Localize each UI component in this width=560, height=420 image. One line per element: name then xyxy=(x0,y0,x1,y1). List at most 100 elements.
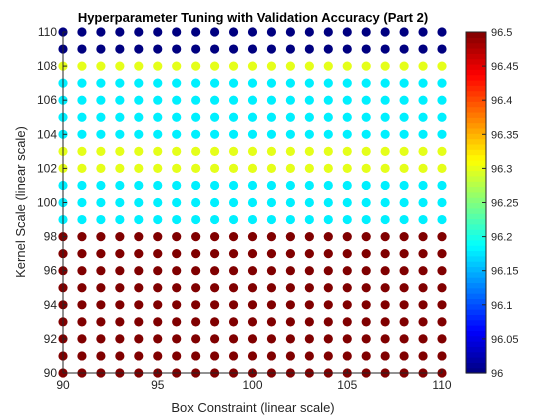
data-point xyxy=(418,146,428,156)
data-point xyxy=(228,197,239,208)
colorbar-segment xyxy=(466,218,486,225)
data-point xyxy=(437,214,447,225)
data-point xyxy=(96,78,106,88)
data-point xyxy=(342,180,352,191)
data-point xyxy=(191,129,201,139)
data-point xyxy=(172,146,182,156)
data-point xyxy=(77,232,87,242)
colorbar-segment xyxy=(466,362,486,369)
data-point xyxy=(380,197,390,208)
x-tick-label: 110 xyxy=(432,378,451,392)
data-point xyxy=(399,27,409,37)
data-point xyxy=(172,163,182,173)
data-point xyxy=(96,232,106,242)
data-point xyxy=(304,249,314,259)
data-point xyxy=(304,27,314,37)
y-tick-labels: 90 92 94 96 98 100 102 104 106 108 110 xyxy=(37,25,67,380)
data-point xyxy=(285,95,295,105)
data-point xyxy=(115,197,125,208)
data-point xyxy=(172,351,182,361)
colorbar-segment xyxy=(466,287,486,294)
data-point xyxy=(304,180,314,191)
data-point xyxy=(115,27,125,37)
data-point xyxy=(247,180,258,191)
data-point xyxy=(285,146,295,156)
x-axis-label: Box Constraint (linear scale) xyxy=(171,400,334,415)
data-point xyxy=(399,61,409,71)
data-point xyxy=(210,214,220,225)
data-point xyxy=(191,317,201,327)
data-point xyxy=(191,180,201,191)
data-point xyxy=(323,249,333,259)
data-point xyxy=(96,283,106,293)
y-tick-label: 102 xyxy=(37,161,57,175)
colorbar-segment xyxy=(466,85,486,92)
colorbar-segment xyxy=(466,261,486,268)
data-point xyxy=(77,78,87,88)
colorbar-segment xyxy=(466,58,486,65)
data-point xyxy=(418,317,428,327)
data-point xyxy=(115,163,125,173)
data-point xyxy=(153,283,163,293)
data-point xyxy=(172,232,182,242)
colorbar-segment xyxy=(466,47,486,54)
colorbar-segment xyxy=(466,37,486,44)
data-point xyxy=(172,249,182,259)
colorbar-segment xyxy=(466,282,486,289)
colorbar-segment xyxy=(466,255,486,262)
data-point xyxy=(437,112,447,122)
colorbar-segment xyxy=(466,207,486,214)
colorbar-segment xyxy=(466,346,486,353)
data-point xyxy=(172,112,182,122)
colorbar-segment xyxy=(466,309,486,315)
data-point xyxy=(418,112,428,122)
data-point xyxy=(228,300,239,310)
data-point xyxy=(285,180,295,191)
colorbar-segment xyxy=(466,154,486,161)
data-point xyxy=(285,334,295,344)
data-point xyxy=(323,44,333,54)
y-tick-label: 96 xyxy=(44,264,58,278)
data-point xyxy=(266,112,277,122)
data-point xyxy=(418,180,428,191)
data-point xyxy=(172,317,182,327)
data-point xyxy=(228,283,239,293)
data-point xyxy=(342,249,352,259)
data-point xyxy=(304,163,314,173)
colorbar-segment xyxy=(466,330,486,337)
data-point xyxy=(399,78,409,88)
colorbar-segment xyxy=(466,90,486,97)
data-point xyxy=(342,232,352,242)
data-point xyxy=(153,317,163,327)
data-point xyxy=(380,146,390,156)
data-point xyxy=(399,300,409,310)
colorbar-segment xyxy=(466,170,486,177)
data-point xyxy=(77,300,87,310)
data-point xyxy=(323,180,333,191)
colorbar-segment xyxy=(466,197,486,204)
data-point xyxy=(399,129,409,139)
data-point xyxy=(437,44,447,54)
data-point xyxy=(77,197,87,208)
colorbar-segment xyxy=(466,165,486,172)
data-point xyxy=(153,146,163,156)
colorbar-segment xyxy=(466,143,486,150)
data-point xyxy=(437,317,447,327)
data-point xyxy=(342,146,352,156)
data-point xyxy=(77,283,87,293)
data-point xyxy=(418,197,428,208)
data-point xyxy=(134,283,144,293)
data-point xyxy=(437,300,447,310)
data-point xyxy=(266,61,277,71)
data-point xyxy=(304,283,314,293)
data-point xyxy=(96,27,106,37)
colorbar-segment xyxy=(466,138,486,145)
data-point xyxy=(266,300,277,310)
data-point xyxy=(115,78,125,88)
data-point xyxy=(172,283,182,293)
data-point xyxy=(153,334,163,344)
data-point xyxy=(361,180,371,191)
data-point xyxy=(247,44,258,54)
colorbar-segment xyxy=(466,159,486,166)
data-point xyxy=(96,214,106,225)
